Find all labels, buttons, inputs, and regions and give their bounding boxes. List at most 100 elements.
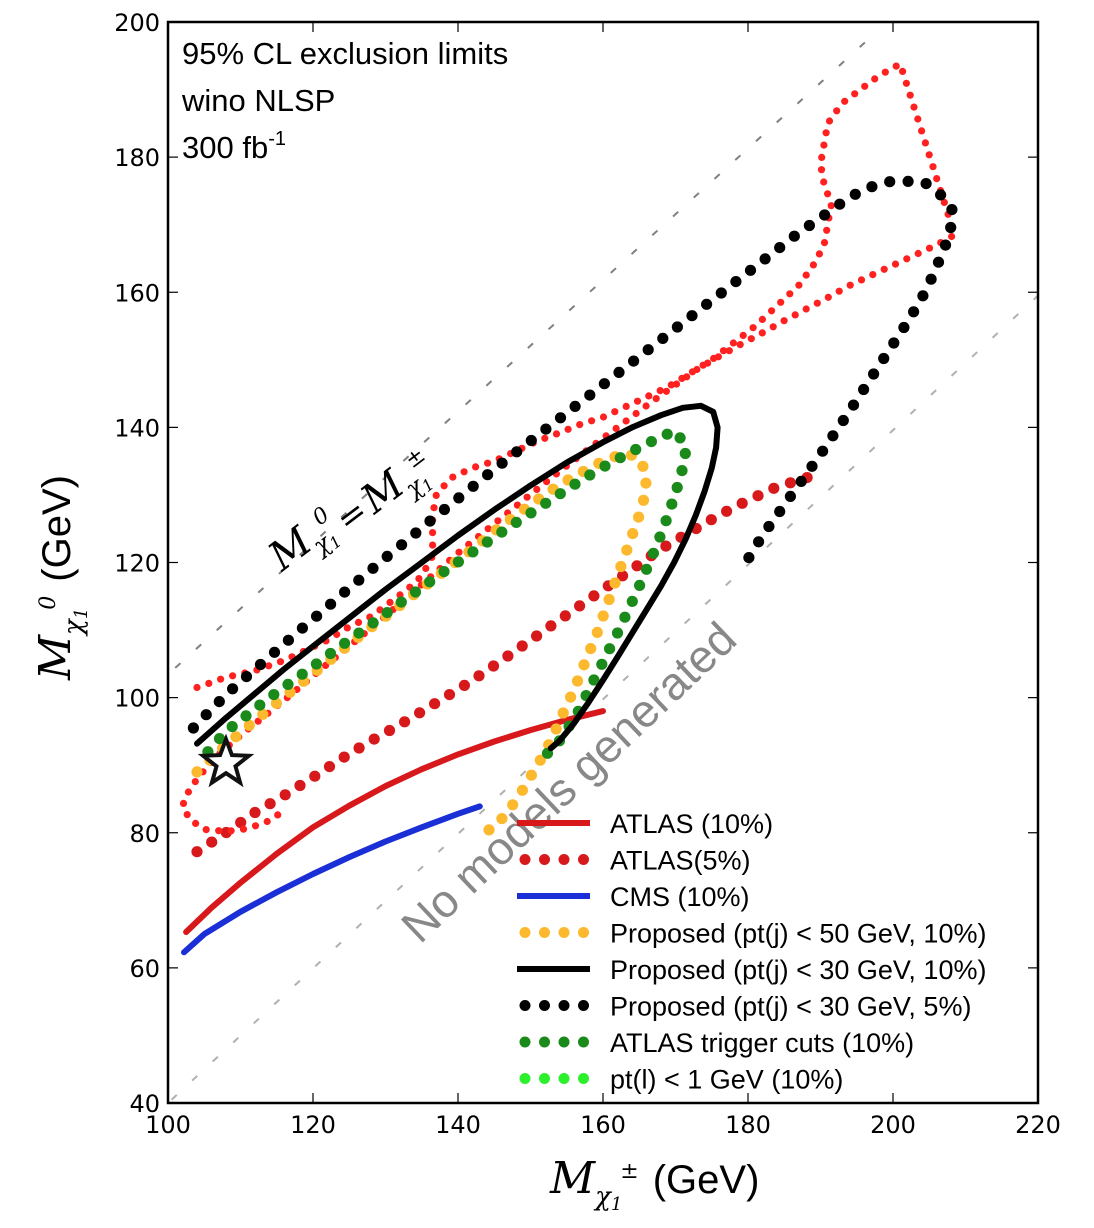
series-point [599, 413, 608, 421]
series-point [496, 813, 508, 825]
series-point [240, 710, 252, 722]
series-point [523, 493, 531, 501]
y-tick-label: 40 [129, 1090, 160, 1118]
series-point [452, 556, 464, 568]
series-point [891, 260, 900, 268]
series-point [920, 178, 932, 190]
series-point [296, 622, 308, 634]
legend-label: Proposed (pt(j) < 30 GeV, 5%) [610, 992, 971, 1022]
series-point [596, 658, 608, 670]
series-point [939, 239, 952, 251]
series-point [440, 482, 448, 490]
series-point [914, 115, 922, 123]
series-point [925, 273, 937, 285]
series-point [671, 321, 684, 333]
series-point [254, 699, 266, 711]
series-point [825, 117, 834, 125]
series-point [647, 547, 660, 559]
series-point [759, 253, 771, 265]
legend-swatch-dot [558, 1073, 570, 1084]
series-point [282, 678, 294, 691]
series-point [935, 189, 947, 201]
series-point [784, 477, 797, 489]
series-point [946, 204, 958, 216]
x-axis-ticks: 100 120 140 160 180 200 220 [145, 22, 1061, 1139]
series-point [571, 675, 584, 687]
series-point [215, 827, 223, 835]
series-point [861, 82, 869, 90]
series-point [914, 249, 922, 258]
legend-label: ATLAS trigger cuts (10%) [610, 1028, 914, 1058]
legend-swatch-dot [578, 927, 589, 938]
series-cms-10 [181, 803, 483, 956]
legend-label: ATLAS (10%) [610, 809, 773, 839]
series-point [511, 446, 523, 458]
series-point [192, 819, 200, 828]
series-point [540, 497, 552, 509]
series-point [753, 536, 765, 548]
series-point [634, 579, 646, 592]
series-point [833, 107, 841, 115]
series-point [652, 395, 660, 403]
series-point [540, 423, 552, 435]
series-point [554, 412, 567, 424]
series-point [827, 202, 835, 210]
series-point [443, 689, 456, 701]
series-point [604, 643, 616, 655]
legend-label: pt(l) < 1 GeV (10%) [610, 1065, 843, 1095]
series-point [323, 761, 336, 773]
series-point [866, 181, 878, 193]
legend-swatch-dot [519, 1073, 531, 1084]
series-point [311, 610, 323, 622]
series-point [693, 365, 701, 374]
series-point [588, 417, 596, 425]
series-point [660, 540, 672, 552]
series-point [813, 299, 821, 307]
series-point [213, 696, 225, 708]
series-point [507, 799, 519, 811]
series-point [788, 230, 800, 242]
series-point [795, 281, 803, 289]
series-point [599, 460, 611, 472]
series-point [254, 717, 262, 725]
series-point [884, 176, 896, 188]
y-tick-label: 160 [114, 279, 160, 307]
series-point [353, 574, 365, 586]
x-tick-label: 100 [145, 1111, 191, 1139]
series-point [502, 650, 514, 662]
series-point [217, 675, 225, 683]
series-point [183, 811, 191, 819]
series-point [640, 563, 653, 575]
series-point [383, 724, 396, 737]
series-point [263, 817, 271, 826]
series-point [399, 716, 411, 728]
series-point [282, 634, 294, 646]
series-point [460, 468, 468, 476]
legend-entry-pt-l-1-gev-10: pt(l) < 1 GeV (10%) [519, 1065, 843, 1095]
legend-swatch-dot [578, 1073, 589, 1084]
series-point [395, 596, 407, 608]
series-point [878, 352, 890, 365]
series-point [719, 347, 728, 355]
series-point [906, 91, 914, 99]
series-point [806, 460, 818, 472]
series-point [749, 324, 757, 332]
series-point [815, 250, 824, 258]
series-point [525, 769, 538, 781]
x-axis-label-text: Mχ1± (GeV) [549, 1153, 759, 1215]
y-tick-label: 80 [129, 820, 160, 848]
series-point [898, 321, 910, 334]
series-point [191, 846, 203, 858]
series-point [817, 166, 826, 174]
series-point [191, 766, 203, 778]
series-point [343, 624, 351, 632]
series-point [769, 323, 777, 331]
series-point [227, 827, 235, 835]
series-point [585, 643, 597, 655]
series-point [837, 414, 849, 427]
series-point [622, 417, 630, 425]
series-point [803, 219, 816, 232]
series-point [574, 600, 586, 612]
series-point [674, 432, 686, 444]
series-point [202, 826, 210, 834]
